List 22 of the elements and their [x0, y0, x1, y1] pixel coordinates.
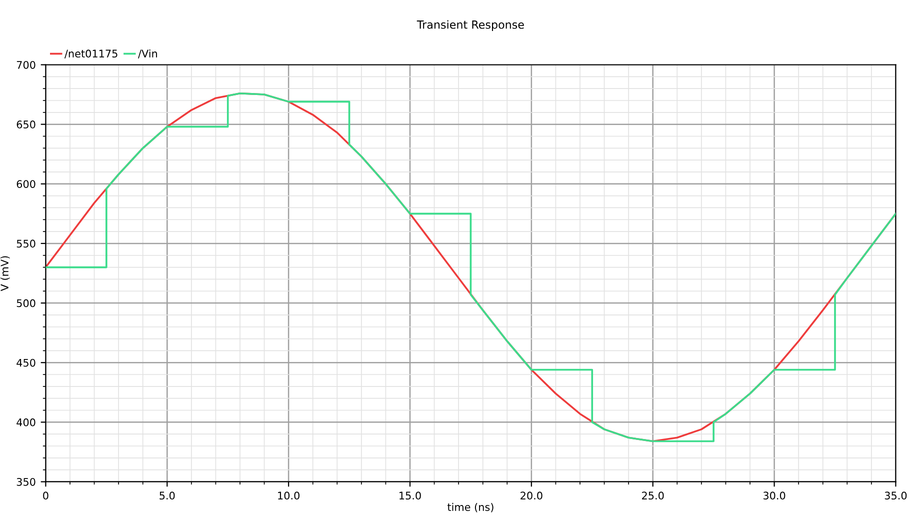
- x-tick-label: 25.0: [642, 492, 664, 500]
- y-tick-label: 350: [16, 478, 36, 486]
- x-axis-title: time (ns): [447, 502, 494, 512]
- x-tick-label: 35.0: [884, 492, 907, 500]
- y-tick-label: 400: [16, 418, 36, 426]
- legend-label: /Vin: [138, 49, 157, 58]
- line-series: [46, 92, 896, 442]
- y-axis-title: V (mV): [0, 256, 10, 292]
- legend-label: /net01175: [64, 50, 118, 58]
- y-tick-label: 600: [16, 180, 36, 188]
- chart-title: Transient Response: [416, 20, 524, 31]
- x-tick-label: 5.0: [160, 492, 175, 500]
- y-tick-label: 450: [16, 358, 36, 367]
- x-tick-label: 30.0: [763, 492, 786, 500]
- x-tick-label: 15.0: [400, 492, 421, 500]
- x-tick-label: 10.0: [278, 492, 300, 500]
- x-tick-label: 20.0: [520, 492, 542, 500]
- y-tick-label: 700: [16, 60, 36, 69]
- y-tick-label: 650: [16, 120, 36, 128]
- y-tick-label: 550: [16, 240, 36, 248]
- y-tick-label: 500: [16, 299, 36, 308]
- x-tick-label: 0: [43, 492, 48, 500]
